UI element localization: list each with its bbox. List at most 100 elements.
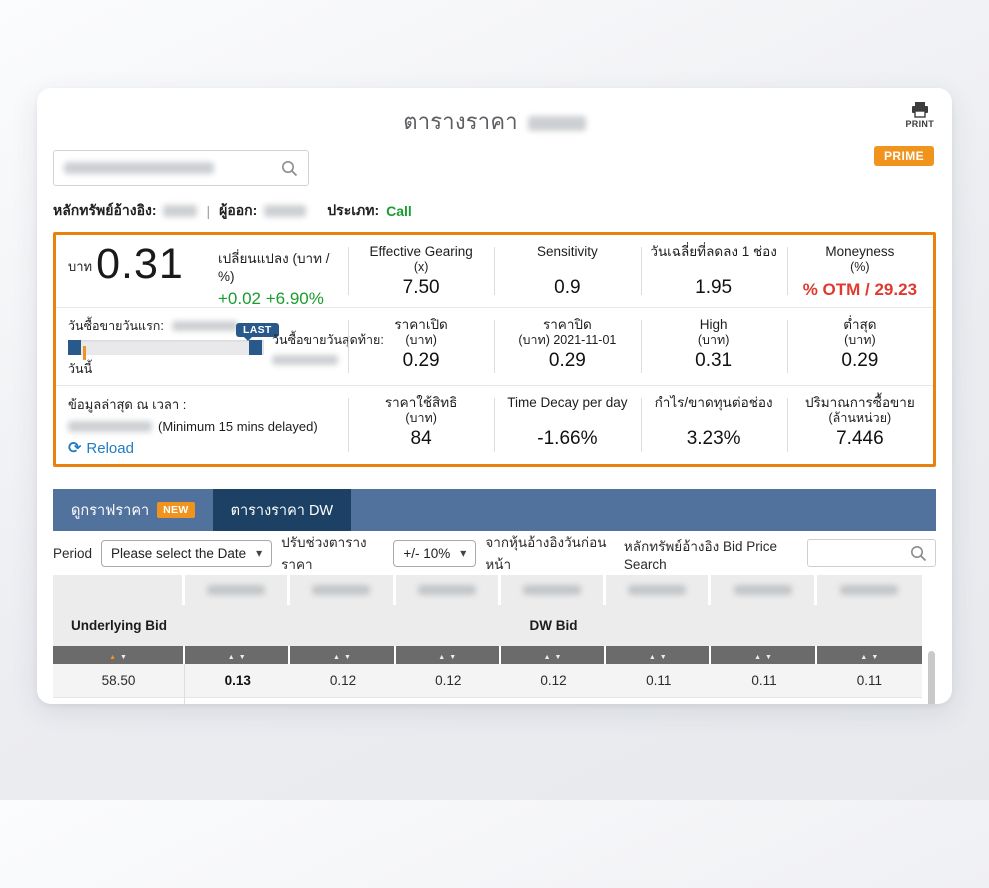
blurred-dw-column-symbol — [606, 575, 712, 605]
tab-price-table-dw[interactable]: ตารางราคา DW — [212, 489, 352, 531]
blurred-first-trade-date — [171, 321, 238, 331]
sort-control[interactable]: ▲ ▼ — [290, 646, 396, 664]
sort-descending-icon[interactable]: ▼ — [238, 654, 246, 661]
sort-control[interactable]: ▲ ▼ — [816, 646, 922, 664]
metric-time-decay: Time Decay per day -1.66% — [494, 386, 640, 464]
price-table-card: ตารางราคา PRINT PRIME หลักทรัพย์อ้างอิง:… — [37, 88, 952, 704]
range-select[interactable]: +/- 10% ▾ — [393, 539, 477, 567]
search-icon[interactable] — [281, 160, 298, 177]
dw-bid-cell: 0.11 — [606, 664, 712, 698]
sort-ascending-icon[interactable]: ▲ — [860, 654, 868, 661]
underlying-bid-cell: 58.50 — [53, 664, 186, 698]
blurred-dw-column-symbol — [500, 575, 607, 605]
table-row: 58.75 0.13 0.13 0.13 0.12 0.12 0.12 0.11 — [53, 698, 922, 704]
sort-descending-icon[interactable]: ▼ — [120, 654, 127, 661]
summary-panel: บาท 0.31 เปลี่ยนแปลง (บาท / %) +0.02 +6.… — [53, 232, 936, 467]
blurred-last-trade-date — [272, 355, 338, 365]
new-badge: NEW — [157, 502, 195, 518]
table-row: 58.50 0.13 0.12 0.12 0.12 0.11 0.11 0.11 — [53, 664, 922, 698]
type-value: Call — [386, 203, 412, 219]
tab-price-table-dw-label: ตารางราคา DW — [230, 502, 334, 519]
metric-days-per-tick-down: วันเฉลี่ยที่ลดลง 1 ช่อง 1.95 — [640, 235, 787, 307]
tab-bar: ดูกราฟราคา NEW ตารางราคา DW — [53, 489, 936, 531]
tab-price-graph-label: ดูกราฟราคา — [71, 502, 150, 519]
sort-ascending-icon[interactable]: ▲ — [438, 654, 446, 661]
lifetime-slider: LAST — [68, 323, 279, 360]
last-update-label: ข้อมูลล่าสุด ณ เวลา : — [68, 397, 187, 412]
dw-bid-cell: 0.13 — [185, 664, 291, 698]
last-price: 0.31 — [96, 240, 184, 288]
sort-ascending-icon[interactable]: ▲ — [109, 654, 117, 661]
blurred-issuer — [264, 205, 307, 217]
metric-profit-loss-per-tick: กำไร/ขาดทุนต่อช่อง 3.23% — [640, 386, 787, 464]
reload-button[interactable]: ⟳ Reload — [68, 438, 338, 458]
sort-descending-icon[interactable]: ▼ — [765, 654, 772, 661]
sort-control[interactable]: ▲ ▼ — [500, 646, 607, 664]
last-badge: LAST — [236, 323, 279, 341]
sort-descending-icon[interactable]: ▼ — [449, 654, 457, 661]
metric-exercise-price: ราคาใช้สิทธิ (บาท) 84 — [348, 386, 494, 464]
search-icon[interactable] — [910, 545, 927, 562]
metric-open-price: ราคาเปิด (บาท) 0.29 — [348, 308, 494, 385]
dw-bid-cell: 0.12 — [711, 698, 817, 704]
blurred-dw-column-symbol — [395, 575, 501, 605]
period-select[interactable]: Please select the Date ▾ — [101, 539, 273, 567]
dw-bid-cell: 0.13 — [395, 698, 501, 704]
chevron-down-icon: ▾ — [256, 546, 263, 560]
sort-control[interactable]: ▲ ▼ — [711, 646, 817, 664]
dw-bid-cell: 0.13 — [185, 698, 291, 704]
sort-ascending-icon[interactable]: ▲ — [333, 654, 340, 661]
metric-close-price: ราคาปิด (บาท) 2021-11-01 0.29 — [494, 308, 640, 385]
currency-label: บาท — [68, 259, 93, 274]
blurred-dw-symbol — [527, 115, 586, 131]
period-label: Period — [53, 545, 93, 561]
sort-control[interactable]: ▲ ▼ — [606, 646, 712, 664]
sort-ascending-icon[interactable]: ▲ — [227, 654, 235, 661]
underlying-bid-cell: 58.75 — [53, 698, 186, 704]
price-matrix: Underlying Bid DW Bid ▲ ▼ ▲ ▼ ▲ ▼ ▲ ▼ ▲ ▼ ▲ ▼ … — [53, 575, 936, 704]
issuer-label: ผู้ออก: — [219, 202, 258, 218]
dw-bid-cell: 0.12 — [500, 664, 607, 698]
print-label: PRINT — [905, 119, 934, 129]
tab-price-graph[interactable]: ดูกราฟราคา NEW — [53, 489, 213, 531]
sort-control[interactable]: ▲ ▼ — [395, 646, 501, 664]
sort-descending-icon[interactable]: ▼ — [343, 654, 351, 661]
blurred-search-text — [64, 162, 214, 174]
dw-bid-cell: 0.12 — [290, 664, 396, 698]
dw-bid-cell: 0.12 — [395, 664, 501, 698]
filter-row: Period Please select the Date ▾ ปรับช่วง… — [53, 531, 936, 575]
sort-ascending-icon[interactable]: ▲ — [648, 654, 656, 661]
summary-row-2: วันซื้อขายวันแรก: LAST วันซื้อขายวันสุดท… — [56, 308, 933, 386]
sort-descending-icon[interactable]: ▼ — [554, 654, 562, 661]
dw-search-input[interactable] — [53, 150, 309, 186]
last-trade-label: วันซื้อขายวันสุดท้าย: — [272, 333, 384, 347]
sort-control[interactable]: ▲ ▼ — [185, 646, 291, 664]
trading-timeline: วันซื้อขายวันแรก: LAST วันซื้อขายวันสุดท… — [56, 308, 384, 385]
metric-sensitivity: Sensitivity 0.9 — [494, 235, 640, 307]
chevron-down-icon: ▾ — [460, 546, 467, 560]
blurred-dw-column-symbol — [290, 575, 396, 605]
scrollbar-thumb[interactable] — [928, 651, 935, 704]
type-label: ประเภท: — [327, 202, 380, 218]
page-title: ตารางราคา — [53, 100, 936, 139]
change-label: เปลี่ยนแปลง (บาท / %) — [218, 251, 330, 284]
sort-ascending-icon[interactable]: ▲ — [543, 654, 551, 661]
sort-descending-icon[interactable]: ▼ — [871, 654, 879, 661]
sort-descending-icon[interactable]: ▼ — [659, 654, 667, 661]
sort-ascending-icon[interactable]: ▲ — [754, 654, 762, 661]
delay-note: (Minimum 15 mins delayed) — [158, 419, 318, 434]
range-suffix-label: จากหุ้นอ้างอิงวันก่อนหน้า — [485, 535, 607, 572]
first-trade-label: วันซื้อขายวันแรก: — [68, 319, 164, 333]
sort-control-underlying[interactable]: ▲ ▼ — [53, 646, 186, 664]
metric-moneyness: Moneyness (%) % OTM / 29.23 — [786, 235, 933, 307]
dw-bid-header: DW Bid — [185, 605, 922, 646]
summary-row-3: ข้อมูลล่าสุด ณ เวลา : (Minimum 15 mins d… — [56, 386, 933, 464]
table-scrollbar[interactable] — [928, 651, 936, 704]
bid-price-search-input[interactable] — [807, 539, 936, 567]
underlying-bid-header: Underlying Bid — [53, 605, 186, 646]
today-marker — [83, 346, 86, 360]
underlying-label: หลักทรัพย์อ้างอิง: — [53, 202, 157, 218]
blurred-dw-column-symbol — [185, 575, 291, 605]
print-button[interactable]: PRINT — [906, 102, 935, 129]
instrument-info-row: หลักทรัพย์อ้างอิง: | ผู้ออก: ประเภท: Cal… — [53, 200, 936, 222]
